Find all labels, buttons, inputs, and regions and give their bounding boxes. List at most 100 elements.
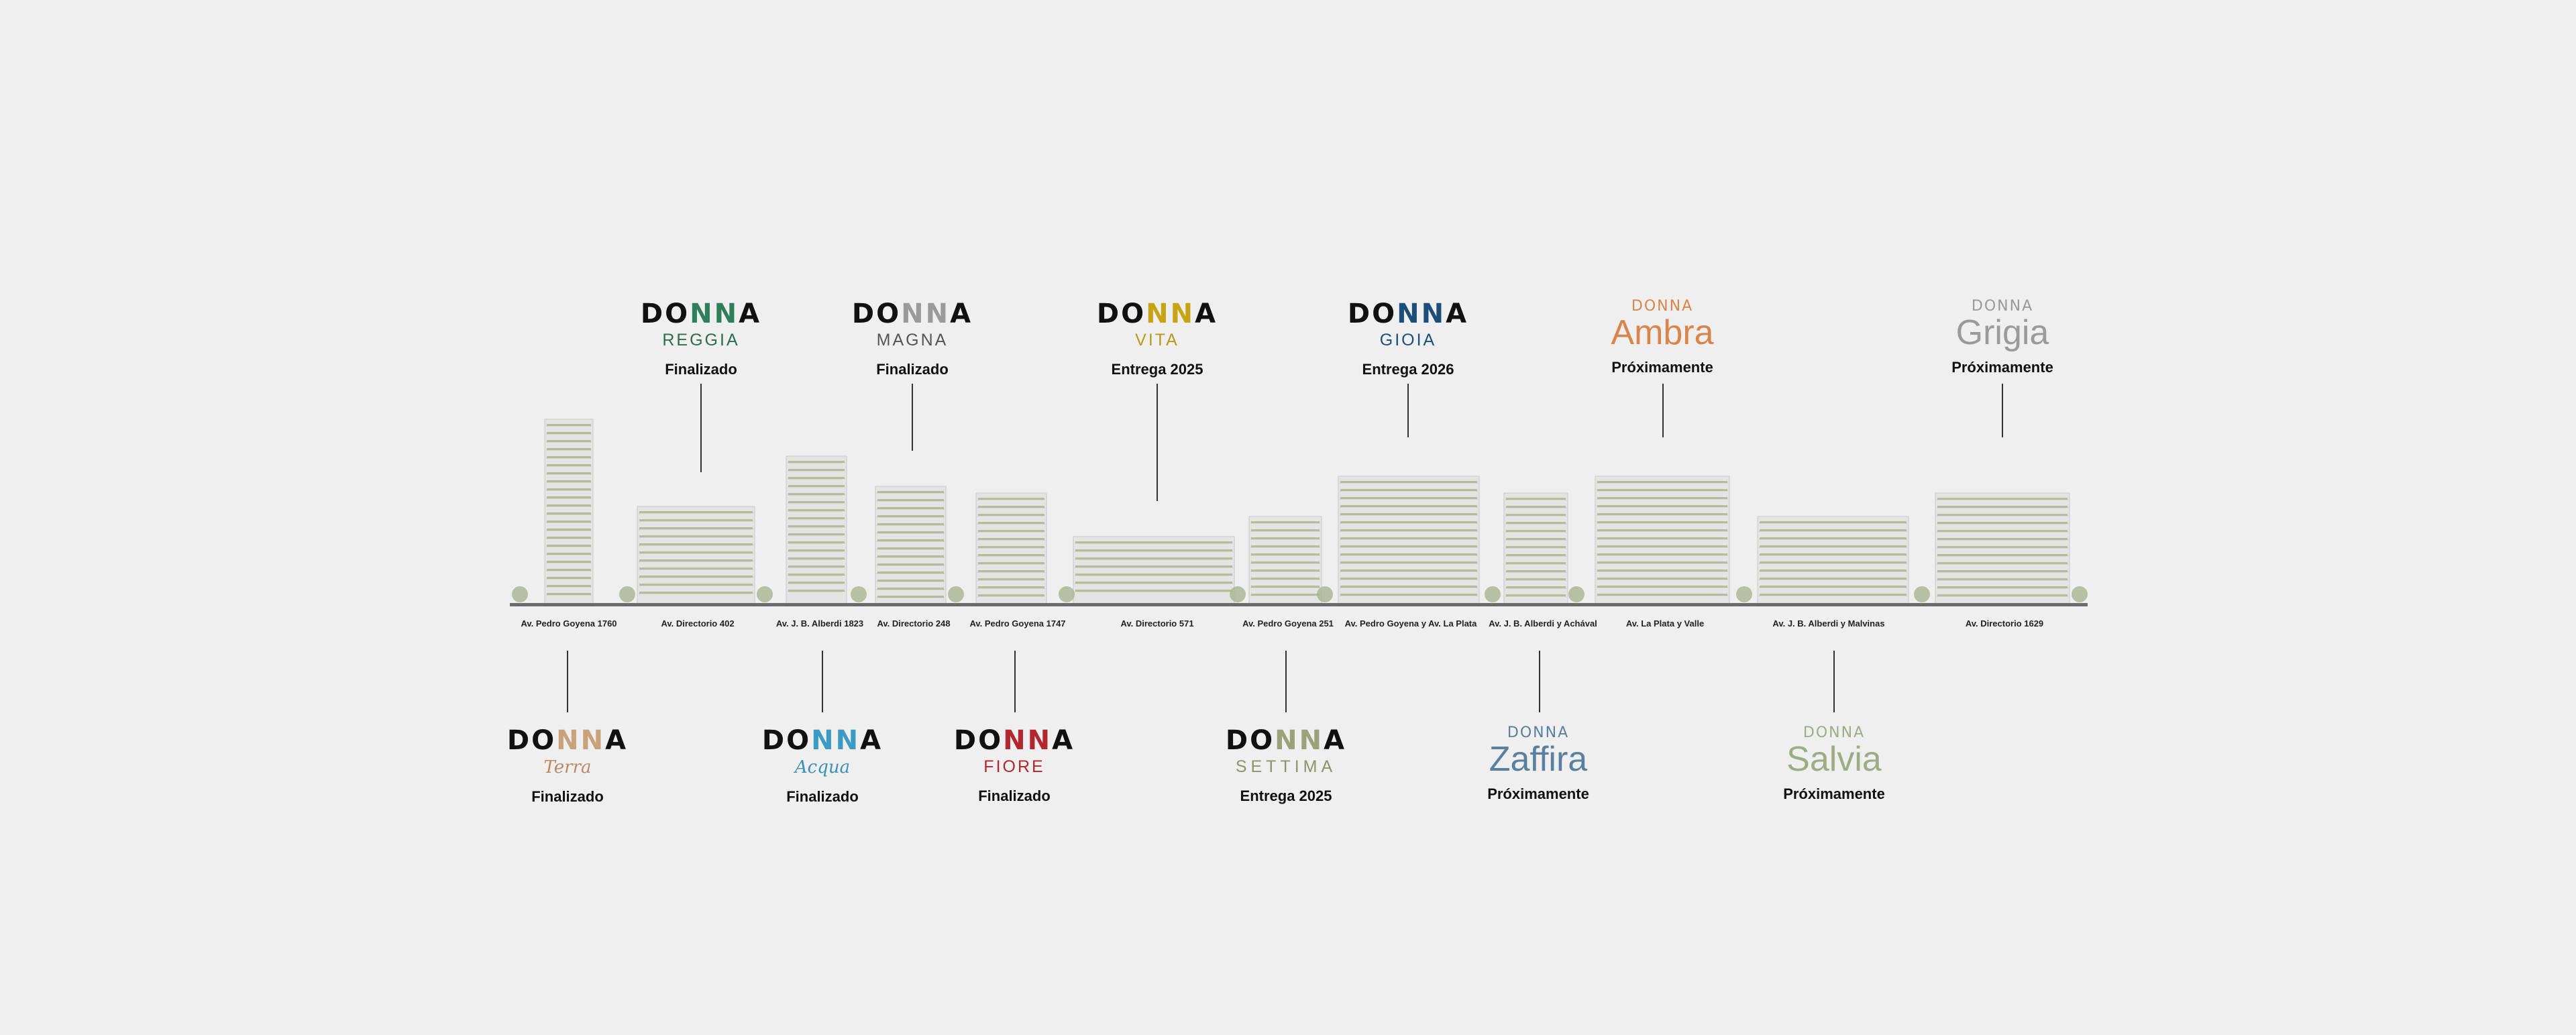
balcony-plants	[639, 535, 753, 537]
balcony-plants	[1340, 497, 1477, 499]
project-settima: DONNA SETTIMA Entrega 2025	[1185, 727, 1387, 805]
balcony-plants	[788, 549, 845, 551]
balcony-plants	[1251, 561, 1320, 563]
balcony-plants	[877, 499, 944, 501]
balcony-plants	[1340, 521, 1477, 523]
building	[544, 419, 594, 604]
balcony-plants	[877, 523, 944, 525]
balcony-plants	[1597, 561, 1727, 563]
project-terra: DONNA Terra Finalizado	[467, 727, 668, 806]
project-name: MAGNA	[876, 331, 949, 349]
project-name: Grigia	[1955, 313, 2049, 352]
project-name: FIORE	[983, 757, 1045, 776]
balcony-plants	[1340, 513, 1477, 515]
balcony-plants	[639, 511, 753, 513]
balcony-plants	[788, 493, 845, 495]
balcony-plants	[788, 533, 845, 535]
tree	[1485, 586, 1501, 602]
tree	[1568, 586, 1585, 602]
balcony-plants	[1340, 586, 1477, 588]
balcony-plants	[639, 519, 753, 521]
address-label: Av. Directorio 248	[877, 618, 951, 629]
balcony-plants	[1340, 489, 1477, 491]
project-status: Próximamente	[1611, 359, 1713, 376]
balcony-plants	[1760, 553, 1907, 555]
balcony-plants	[1251, 553, 1320, 555]
donna-logo: DONNA	[914, 727, 1115, 754]
balcony-plants	[788, 485, 845, 487]
balcony-plants	[1937, 530, 2068, 532]
balcony-plants	[1937, 586, 2068, 588]
balcony-plants	[877, 596, 944, 598]
balcony-plants	[547, 472, 591, 474]
balcony-plants	[1075, 590, 1232, 592]
balcony-plants	[877, 555, 944, 557]
balcony-plants	[1506, 578, 1566, 580]
balcony-plants	[978, 554, 1044, 556]
balcony-plants	[1075, 565, 1232, 567]
balcony-plants	[1597, 489, 1727, 491]
balcony-plants	[788, 509, 845, 511]
balcony-plants	[978, 586, 1044, 588]
donna-logo: DONNA	[1733, 726, 1935, 741]
donna-logo: DONNA	[1057, 301, 1258, 327]
address-label: Av. Directorio 1629	[1965, 618, 2044, 629]
balcony-plants	[1506, 530, 1566, 532]
balcony-plants	[877, 563, 944, 565]
balcony-plants	[547, 512, 591, 514]
balcony-plants	[1075, 549, 1232, 551]
balcony-plants	[788, 469, 845, 471]
balcony-plants	[1340, 545, 1477, 547]
balcony-plants	[1251, 578, 1320, 580]
donna-logo: DONNA	[722, 727, 923, 754]
balcony-plants	[547, 521, 591, 523]
balcony-plants	[877, 531, 944, 533]
balcony-plants	[877, 507, 944, 509]
connector-line	[1157, 384, 1158, 501]
balcony-plants	[1597, 578, 1727, 580]
balcony-plants	[547, 553, 591, 555]
balcony-plants	[788, 582, 845, 584]
balcony-plants	[1340, 569, 1477, 571]
balcony-plants	[1937, 538, 2068, 540]
balcony-plants	[547, 424, 591, 426]
donna-logo: DONNA	[1185, 727, 1387, 754]
building	[1595, 476, 1730, 604]
balcony-plants	[547, 496, 591, 498]
balcony-plants	[1597, 537, 1727, 539]
balcony-plants	[1506, 514, 1566, 516]
balcony-plants	[978, 570, 1044, 572]
balcony-plants	[877, 491, 944, 493]
brand-word: DONNA	[1347, 298, 1469, 329]
balcony-plants	[877, 547, 944, 549]
balcony-plants	[547, 569, 591, 571]
balcony-plants	[1597, 505, 1727, 507]
brand-word: DONNA	[1225, 725, 1347, 756]
balcony-plants	[1251, 594, 1320, 596]
address-label: Av. J. B. Alberdi y Malvinas	[1772, 618, 1885, 629]
balcony-plants	[788, 517, 845, 519]
project-name: Salvia	[1786, 740, 1882, 779]
address-label: Av. Pedro Goyena 251	[1242, 618, 1334, 629]
balcony-plants	[1597, 545, 1727, 547]
balcony-plants	[1937, 562, 2068, 564]
project-status: Finalizado	[786, 787, 859, 805]
project-magna: DONNA MAGNA Finalizado	[812, 301, 1013, 378]
balcony-plants	[1760, 594, 1907, 596]
connector-line	[1407, 384, 1409, 437]
balcony-plants	[877, 571, 944, 574]
brand-word: DONNA	[953, 725, 1075, 756]
project-gioia: DONNA GIOIA Entrega 2026	[1307, 301, 1509, 378]
balcony-plants	[788, 501, 845, 503]
balcony-plants	[1597, 497, 1727, 499]
project-salvia: DONNA Salvia Próximamente	[1733, 726, 1935, 803]
address-label: Av. Pedro Goyena 1760	[521, 618, 617, 629]
balcony-plants	[1597, 513, 1727, 515]
balcony-plants	[978, 538, 1044, 540]
balcony-plants	[1937, 554, 2068, 556]
donna-logo: DONNA	[467, 727, 668, 754]
balcony-plants	[978, 546, 1044, 548]
address-label: Av. Pedro Goyena 1747	[969, 618, 1066, 629]
